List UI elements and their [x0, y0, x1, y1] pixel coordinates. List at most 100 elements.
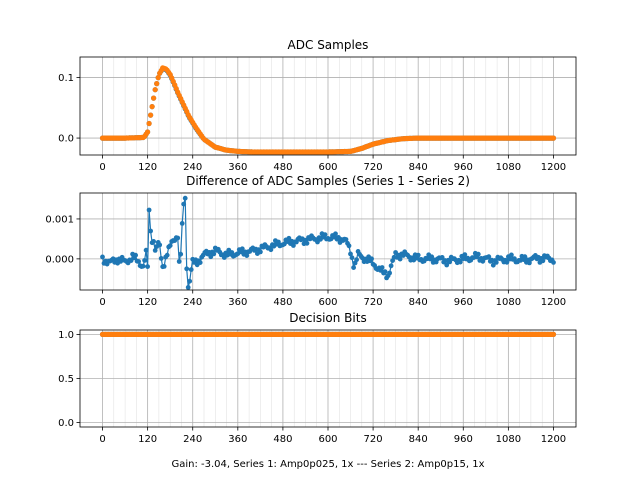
diff-data-point [133, 252, 139, 258]
diff-data-point [509, 252, 514, 258]
diff-data-point [346, 243, 352, 249]
diff-x-tick-label: 1080 [496, 297, 521, 308]
diff-data-point [181, 201, 187, 207]
adc-data-point [152, 87, 158, 93]
adc-y-tick-label: 0.0 [58, 134, 74, 145]
diff-data-point [244, 253, 250, 258]
diff-data-point [291, 243, 296, 248]
diff-data-point [475, 251, 481, 257]
adc-data-point [148, 112, 154, 118]
diff-data-point [486, 254, 492, 260]
diff-x-tick-label: 480 [273, 297, 292, 308]
adc-data-point [550, 135, 557, 141]
diff-data-point [188, 267, 194, 272]
diff-data-point [158, 256, 164, 261]
bits-ticks: 0 120 240 360 480 600 720 840 960 1080 1200 0.0 0.5 1… [58, 330, 566, 445]
bits-chart-title: Decision Bits [289, 311, 366, 325]
bits-x-tick-label: 600 [318, 434, 337, 445]
diff-data-point [462, 252, 468, 257]
diff-data-point [143, 247, 149, 253]
diff-data-point [457, 259, 463, 265]
diff-data-point [444, 262, 450, 268]
diff-data-point [447, 259, 453, 265]
figure-xlabel: Gain: -3.04, Series 1: Amp0p025, 1x --- … [171, 459, 484, 470]
diff-data-point [142, 258, 148, 263]
diff-data-point [540, 258, 546, 264]
diff-data-point [161, 264, 167, 269]
diff-data-point [164, 252, 170, 258]
adc-data-point [146, 120, 152, 127]
adc-x-tick-label: 120 [138, 162, 157, 173]
subplot-decision-bits: 0 120 240 360 480 600 720 840 960 1080 1200 0.0 0.5 1… [58, 311, 577, 445]
diff-data-point [152, 248, 158, 253]
diff-x-tick-label: 360 [228, 297, 247, 308]
diff-data-point [351, 265, 356, 270]
adc-data [99, 65, 557, 155]
diff-x-tick-label: 720 [364, 297, 383, 308]
diff-data-point [197, 260, 203, 265]
bits-y-tick-label: 0.5 [58, 374, 74, 385]
adc-data-point [151, 95, 157, 101]
adc-x-tick-label: 960 [454, 162, 473, 173]
diff-data-point [178, 251, 184, 257]
diff-chart-title: Difference of ADC Samples (Series 1 - Se… [186, 174, 470, 188]
diff-data-point [276, 239, 281, 245]
bits-x-tick-label: 1200 [541, 434, 566, 445]
diff-y-tick-label: 0.001 [45, 214, 74, 225]
diff-data-point [184, 266, 190, 272]
adc-chart-title: ADC Samples [288, 38, 369, 52]
adc-x-tick-label: 360 [228, 162, 247, 173]
adc-x-tick-label: 240 [183, 162, 202, 173]
adc-data-point [149, 104, 155, 110]
diff-data-point [490, 262, 496, 268]
diff-x-tick-label: 840 [409, 297, 428, 308]
diff-data-point [229, 250, 235, 255]
diff-data-point [182, 195, 188, 201]
diff-data-point [148, 228, 154, 234]
adc-data-point [154, 81, 160, 87]
diff-x-tick-label: 120 [138, 297, 157, 308]
adc-x-tick-label: 0 [99, 162, 105, 173]
bits-x-tick-label: 1080 [496, 434, 521, 445]
diff-data-point [208, 254, 214, 260]
diff-data-point [211, 251, 217, 257]
adc-x-tick-label: 1080 [496, 162, 521, 173]
diff-data-point [415, 252, 421, 258]
diff-data-point [268, 247, 274, 253]
diff-data-point [146, 207, 152, 213]
diff-data [100, 195, 556, 290]
diff-data-point [382, 269, 388, 275]
diff-data-point [239, 246, 245, 252]
bits-x-tick-label: 240 [183, 434, 202, 445]
diff-x-tick-label: 240 [183, 297, 202, 308]
diff-x-tick-label: 1200 [541, 297, 566, 308]
diff-data-point [187, 278, 193, 284]
bits-y-tick-label: 0.0 [58, 418, 74, 429]
diff-data-point [140, 263, 146, 269]
adc-data-point [145, 129, 151, 135]
diff-x-tick-label: 600 [318, 297, 337, 308]
diff-ticks: 0 120 240 360 480 600 720 840 960 1080 1200 0.000 0.… [45, 214, 566, 308]
diff-data-point [527, 260, 532, 266]
adc-data-point [155, 75, 161, 81]
diff-data-point [157, 242, 163, 248]
diff-data-point [167, 243, 173, 249]
diff-data-point [175, 235, 181, 241]
adc-ticks: 0 120 240 360 480 600 720 840 960 1080 1200 0.0 0.1 [58, 73, 566, 173]
diff-data-point [185, 285, 191, 290]
bits-data-point [550, 331, 557, 337]
subplot-difference: 0 120 240 360 480 600 720 840 960 1080 1200 0.000 0.… [45, 174, 577, 308]
diff-data-point [387, 270, 392, 276]
diff-data-point [136, 259, 142, 264]
diff-x-tick-label: 0 [99, 297, 105, 308]
bits-y-tick-label: 1.0 [58, 330, 74, 341]
diff-data-point [151, 239, 157, 244]
diff-data-point [343, 237, 349, 242]
adc-x-tick-label: 600 [318, 162, 337, 173]
bits-x-tick-label: 0 [99, 434, 105, 445]
diff-x-tick-label: 960 [454, 297, 473, 308]
diff-data-point [349, 255, 355, 261]
diff-data-point [439, 255, 445, 260]
diff-data-point [388, 263, 394, 269]
